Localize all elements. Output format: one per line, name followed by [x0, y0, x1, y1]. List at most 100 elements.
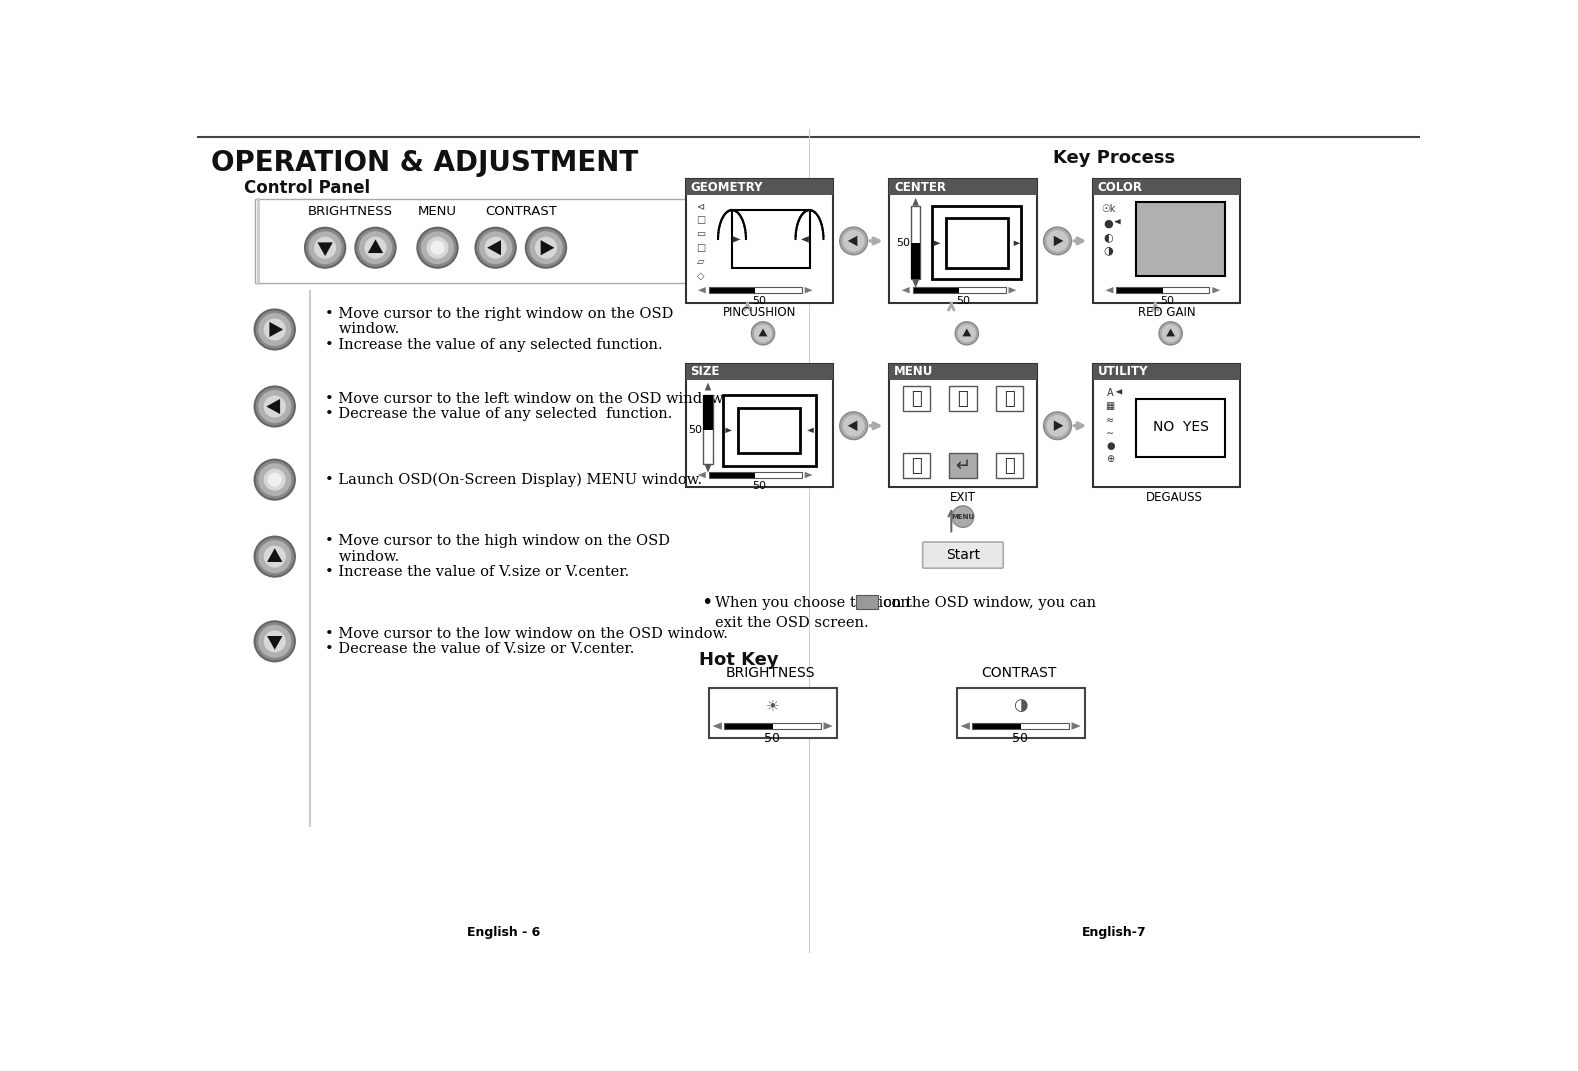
Polygon shape — [732, 237, 740, 243]
Polygon shape — [961, 722, 970, 729]
Polygon shape — [912, 280, 918, 288]
Text: ⊲: ⊲ — [697, 201, 705, 211]
Text: ▱: ▱ — [697, 257, 705, 267]
Polygon shape — [1054, 236, 1064, 246]
Text: ◑: ◑ — [1013, 696, 1027, 714]
Circle shape — [254, 621, 295, 662]
Text: English-7: English-7 — [1083, 926, 1146, 939]
Circle shape — [254, 459, 295, 500]
Circle shape — [264, 631, 286, 652]
Bar — [773, 723, 821, 729]
Circle shape — [254, 310, 295, 349]
Circle shape — [1046, 230, 1068, 252]
Circle shape — [952, 506, 974, 527]
Text: Hot Key: Hot Key — [699, 651, 780, 669]
Bar — [948, 387, 977, 411]
Bar — [959, 287, 1005, 293]
Bar — [933, 207, 1021, 280]
Polygon shape — [1071, 722, 1081, 729]
Bar — [890, 179, 1037, 302]
Bar — [756, 472, 802, 478]
Bar — [903, 387, 931, 411]
Text: •: • — [701, 593, 712, 613]
Bar — [912, 287, 959, 293]
Circle shape — [264, 318, 286, 341]
Circle shape — [421, 231, 454, 265]
Text: A: A — [1106, 389, 1114, 398]
Bar — [709, 287, 756, 293]
Bar — [948, 453, 977, 478]
Polygon shape — [267, 398, 281, 414]
Circle shape — [259, 390, 292, 423]
Circle shape — [426, 237, 448, 259]
Circle shape — [1161, 325, 1180, 343]
Bar — [890, 179, 1037, 195]
Text: ●: ● — [1106, 441, 1114, 451]
Circle shape — [525, 228, 567, 268]
Text: ☉k: ☉k — [1101, 203, 1116, 213]
Bar — [702, 395, 713, 429]
Text: ⎕: ⎕ — [911, 456, 922, 474]
Bar — [685, 179, 833, 302]
Bar — [256, 198, 751, 284]
Circle shape — [475, 228, 516, 268]
Text: 50: 50 — [1013, 733, 1029, 745]
Text: ⎈: ⎈ — [1004, 390, 1015, 408]
Circle shape — [365, 237, 387, 259]
Circle shape — [530, 231, 562, 265]
Polygon shape — [805, 472, 813, 479]
Bar — [996, 453, 1024, 478]
Text: • Increase the value of V.size or V.center.: • Increase the value of V.size or V.cent… — [325, 565, 630, 579]
Text: UTILITY: UTILITY — [1098, 365, 1149, 378]
Text: When you choose the icon: When you choose the icon — [715, 595, 911, 609]
Circle shape — [417, 228, 458, 268]
Circle shape — [839, 412, 868, 439]
Text: MENU: MENU — [418, 205, 458, 217]
Bar — [890, 364, 1037, 487]
Circle shape — [1046, 414, 1068, 437]
Bar — [1136, 202, 1225, 275]
Circle shape — [754, 325, 772, 343]
Circle shape — [254, 387, 295, 426]
Circle shape — [309, 231, 342, 265]
Text: ∼: ∼ — [1106, 427, 1114, 438]
Bar — [903, 453, 931, 478]
Text: SIZE: SIZE — [690, 365, 720, 378]
Polygon shape — [934, 241, 940, 246]
Bar — [912, 287, 1005, 293]
Text: ●: ● — [1103, 218, 1114, 229]
Text: exit the OSD screen.: exit the OSD screen. — [715, 616, 868, 630]
Polygon shape — [488, 240, 500, 255]
Text: CENTER: CENTER — [895, 181, 945, 194]
Bar — [1163, 287, 1209, 293]
Polygon shape — [824, 722, 833, 729]
Bar — [685, 364, 833, 487]
Text: CONTRAST: CONTRAST — [982, 666, 1056, 680]
Text: • Decrease the value of any selected  function.: • Decrease the value of any selected fun… — [325, 407, 672, 421]
Polygon shape — [317, 242, 333, 256]
Polygon shape — [697, 472, 705, 479]
Bar — [702, 395, 713, 464]
Circle shape — [843, 230, 865, 252]
Circle shape — [431, 241, 445, 255]
Text: RED GAIN: RED GAIN — [1138, 306, 1196, 319]
Bar — [723, 395, 816, 466]
Polygon shape — [368, 239, 383, 253]
Polygon shape — [802, 237, 810, 243]
Bar — [739, 408, 800, 453]
Polygon shape — [705, 382, 712, 391]
Circle shape — [958, 325, 975, 343]
FancyBboxPatch shape — [923, 542, 1004, 569]
Text: 50: 50 — [956, 297, 970, 306]
Polygon shape — [1106, 287, 1114, 293]
Bar — [855, 595, 877, 609]
Text: • Move cursor to the high window on the OSD: • Move cursor to the high window on the … — [325, 534, 671, 548]
Polygon shape — [901, 287, 909, 293]
Circle shape — [259, 464, 292, 496]
Bar — [911, 243, 920, 280]
Text: ◇: ◇ — [697, 271, 705, 281]
Text: window.: window. — [325, 549, 399, 563]
Text: English - 6: English - 6 — [467, 926, 540, 939]
Circle shape — [843, 414, 865, 437]
Bar — [709, 472, 802, 478]
